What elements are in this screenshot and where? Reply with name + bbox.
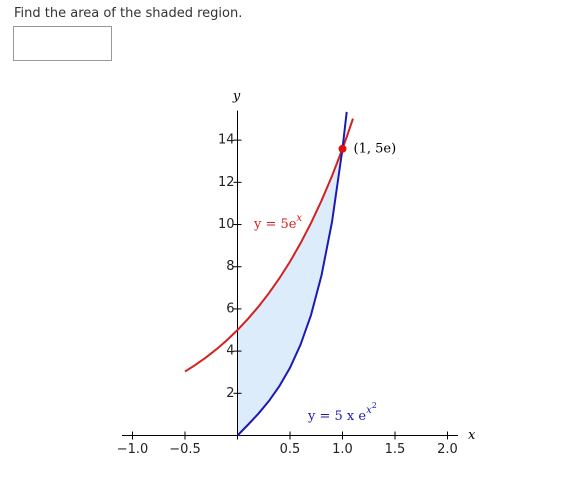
y-tick-label: 2	[226, 386, 234, 401]
curve-label: y = 5 x ex2	[307, 401, 377, 424]
x-axis-label: x	[468, 428, 476, 443]
shaded-region	[237, 148, 343, 436]
curve	[236, 111, 348, 437]
x-tick-label: 1.0	[332, 442, 353, 457]
y-tick-label: 14	[218, 133, 235, 148]
x-tick-label: 1.5	[385, 442, 406, 457]
curve-label-base: y = 5 x e	[307, 409, 366, 424]
y-tick-label: 8	[226, 259, 234, 274]
y-tick-label: 4	[226, 344, 234, 359]
x-tick-label: −1.0	[117, 442, 149, 457]
curve-label-exponent: x	[366, 405, 372, 416]
x-tick-label: 2.0	[437, 442, 458, 457]
x-tick-label: 0.5	[280, 442, 301, 457]
question: Find the area of the shaded region.	[14, 6, 243, 21]
y-tick-label: 10	[218, 217, 235, 232]
y-tick-label: 12	[218, 175, 235, 190]
curve-label: y = 5ex	[253, 213, 302, 232]
x-tick-label: −0.5	[169, 442, 201, 457]
y-axis-label: y	[232, 89, 241, 104]
curve	[184, 118, 354, 373]
answer-input[interactable]	[13, 26, 112, 61]
y-tick-label: 6	[226, 301, 234, 316]
point-label: (1, 5e)	[354, 141, 397, 156]
curve-label-base: y = 5e	[253, 217, 297, 232]
intersection-point	[338, 144, 347, 153]
curve-label-exponent-exponent: 2	[372, 401, 377, 410]
curve-label-exponent: x	[296, 213, 302, 224]
